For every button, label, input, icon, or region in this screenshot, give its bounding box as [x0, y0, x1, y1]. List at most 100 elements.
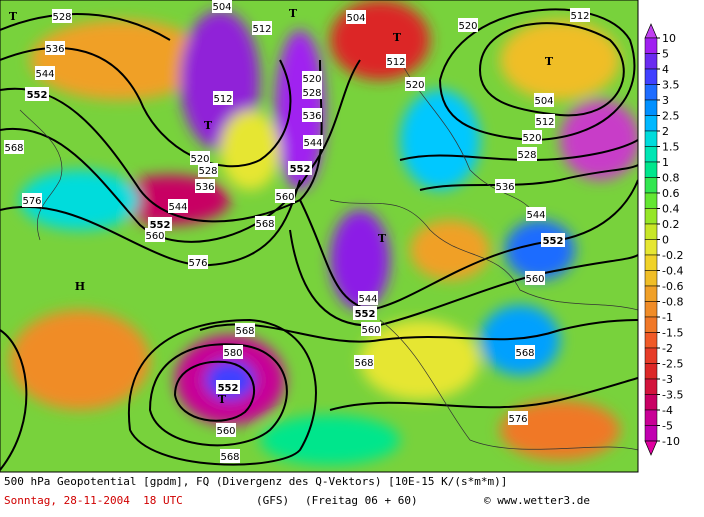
- legend-swatch: [644, 53, 658, 70]
- contour-label: 512: [213, 94, 232, 105]
- legend-label: 2: [662, 125, 669, 138]
- contour-label: 520: [302, 74, 321, 85]
- legend-swatch: [644, 84, 658, 101]
- legend-swatch: [644, 68, 658, 85]
- pressure-center: T: [218, 393, 227, 406]
- contour-label-bg: [354, 355, 374, 369]
- legend-label: 0.2: [662, 218, 680, 231]
- legend-cap-bottom: [644, 440, 658, 456]
- contour-label: 544: [35, 69, 54, 80]
- contour-label: 568: [255, 219, 274, 230]
- footer-date: Sonntag, 28-11-2004 18 UTC: [4, 494, 183, 507]
- contour-label-bg: [361, 322, 381, 336]
- contour-label-bg: [216, 423, 236, 437]
- contour-label-bg: [508, 411, 528, 425]
- contour-label-bg: [302, 71, 322, 85]
- contour-label: 520: [190, 154, 209, 165]
- contour-label-bg: [45, 41, 65, 55]
- contour-label: 568: [4, 143, 23, 154]
- pressure-center: T: [289, 7, 298, 20]
- contour-label-bg: [526, 207, 546, 221]
- contour-label-bg: [212, 0, 232, 13]
- contour-label: 552: [355, 309, 376, 320]
- legend-swatch: [644, 285, 658, 302]
- pressure-center: T: [393, 31, 402, 44]
- legend-label: 3: [662, 94, 669, 107]
- contour-label: 552: [290, 164, 311, 175]
- legend-swatch: [644, 115, 658, 132]
- legend-label: 3.5: [662, 79, 680, 92]
- contour-label-bg: [22, 193, 42, 207]
- contour-label: 512: [252, 24, 271, 35]
- contour-label: 512: [535, 117, 554, 128]
- contour-label: 576: [188, 258, 207, 269]
- legend-label: 0.8: [662, 172, 680, 185]
- legend-swatch: [644, 208, 658, 225]
- legend-swatch: [644, 425, 658, 442]
- contour-label: 560: [525, 274, 544, 285]
- legend-label: -3: [662, 373, 673, 386]
- contour-label: 568: [235, 326, 254, 337]
- legend-swatch: [644, 192, 658, 209]
- contour-label-bg: [386, 54, 406, 68]
- legend-label: -0.8: [662, 296, 683, 309]
- contour-label-bg: [198, 163, 218, 177]
- contour-label-bg: [213, 91, 233, 105]
- legend-label: 1: [662, 156, 669, 169]
- pressure-center: T: [9, 10, 18, 23]
- contour-label-bg: [275, 189, 295, 203]
- legend-swatch: [644, 409, 658, 426]
- legend-swatch: [644, 394, 658, 411]
- legend-swatch: [644, 223, 658, 240]
- contour-label-bg: [288, 161, 312, 175]
- contour-label: 536: [45, 44, 64, 55]
- contour-label-bg: [302, 85, 322, 99]
- contour-label: 528: [302, 88, 321, 99]
- contour-label-bg: [52, 9, 72, 23]
- contour-label: 552: [218, 383, 239, 394]
- contour-label-bg: [570, 8, 590, 22]
- contour-label-bg: [517, 147, 537, 161]
- contour-label: 504: [346, 13, 365, 24]
- pressure-center: T: [204, 119, 213, 132]
- legend-swatch: [644, 37, 658, 54]
- legend-swatch: [644, 161, 658, 178]
- legend-label: -0.2: [662, 249, 683, 262]
- contour-label: 512: [570, 11, 589, 22]
- contour-label: 568: [220, 452, 239, 463]
- contour-label-bg: [216, 380, 240, 394]
- contour-label: 528: [517, 150, 536, 161]
- contour-label: 544: [526, 210, 545, 221]
- footer-run: (Freitag 06 + 60): [305, 494, 418, 507]
- legend-swatch: [644, 363, 658, 380]
- contour-label: 560: [216, 426, 235, 437]
- contour-label: 560: [361, 325, 380, 336]
- contour-label-bg: [515, 345, 535, 359]
- contour-label: 552: [150, 220, 171, 231]
- legend-label: -3.5: [662, 389, 683, 402]
- contour-label-bg: [145, 228, 165, 242]
- legend-swatch: [644, 239, 658, 256]
- footer-title: 500 hPa Geopotential [gpdm], FQ (Diverge…: [4, 475, 507, 488]
- contour-label: 580: [223, 348, 242, 359]
- contour-label: 544: [168, 202, 187, 213]
- coastlines: [19, 59, 638, 451]
- contour-label: 560: [145, 231, 164, 242]
- pressure-center: H: [75, 280, 85, 293]
- contour-label: 568: [515, 348, 534, 359]
- legend-swatch: [644, 177, 658, 194]
- legend-label: -2: [662, 342, 673, 355]
- legend-label: -0.4: [662, 265, 683, 278]
- legend-label: 10: [662, 32, 676, 45]
- legend-label: -1: [662, 311, 673, 324]
- contour-label-bg: [535, 114, 555, 128]
- contour-label-bg: [458, 18, 478, 32]
- contour-label-bg: [148, 217, 172, 231]
- legend-label: 4: [662, 63, 669, 76]
- contour-label-bg: [188, 255, 208, 269]
- contour-label: 520: [458, 21, 477, 32]
- contour-label: 504: [534, 96, 553, 107]
- contour-label-bg: [353, 306, 377, 320]
- contour-label-bg: [255, 216, 275, 230]
